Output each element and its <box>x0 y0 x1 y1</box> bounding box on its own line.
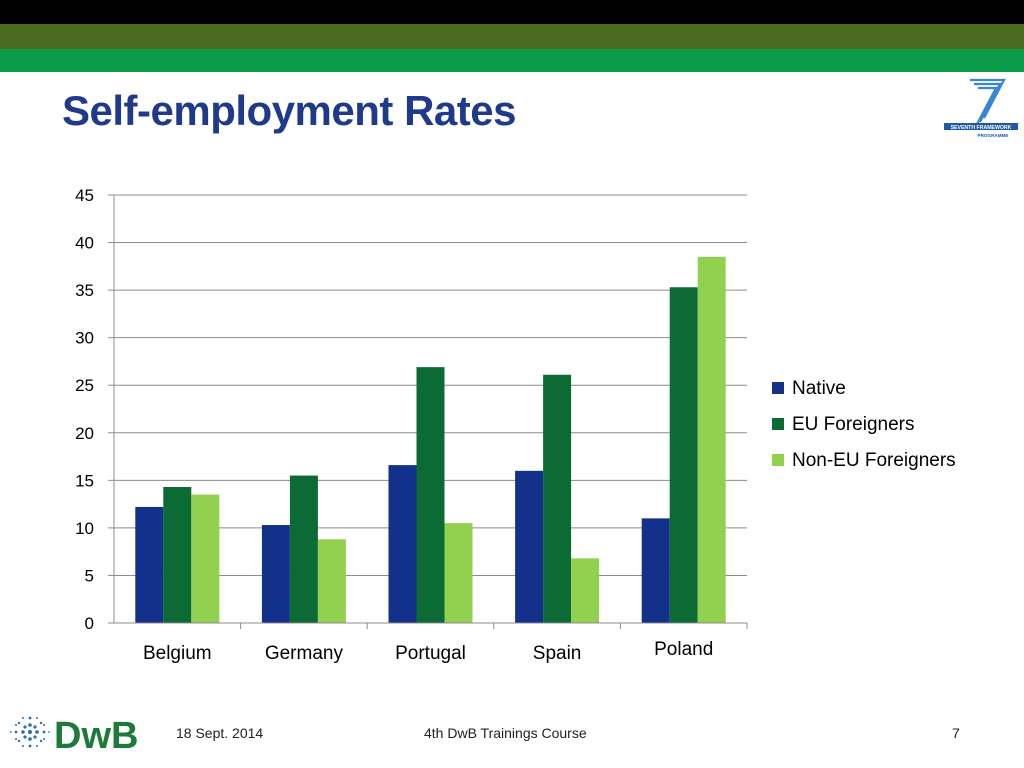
bar-belgium-non-eu-foreigners <box>191 494 220 623</box>
legend-label: Non-EU Foreigners <box>792 450 956 471</box>
legend: Native EU Foreigners Non-EU Foreigners <box>772 378 956 471</box>
bars <box>135 256 726 623</box>
bar-portugal-non-eu-foreigners <box>444 523 473 623</box>
bar-poland-native <box>641 518 670 623</box>
seventh-framework-programme-logo: SEVENTH FRAMEWORK PROGRAMME <box>944 78 1018 138</box>
legend-label: EU Foreigners <box>792 414 915 435</box>
y-tick-label: 0 <box>85 614 94 633</box>
top-band-olive <box>0 24 1024 49</box>
bar-spain-non-eu-foreigners <box>571 558 600 623</box>
y-tick-label: 40 <box>75 234 94 253</box>
x-category-label: Poland <box>654 639 713 660</box>
bar-spain-native <box>515 470 544 623</box>
footer-page-number: 7 <box>952 725 960 741</box>
bar-poland-non-eu-foreigners <box>697 256 726 623</box>
y-tick-label: 35 <box>75 281 94 300</box>
bar-portugal-eu-foreigners <box>416 367 445 623</box>
legend-label: Native <box>792 378 846 399</box>
bar-belgium-eu-foreigners <box>163 486 192 623</box>
svg-text:PROGRAMME: PROGRAMME <box>978 133 1009 138</box>
axes: 0 5 10 15 20 25 30 35 40 45 Belgium Germany Portugal… <box>75 186 748 664</box>
legend-swatch <box>772 454 784 466</box>
bar-germany-eu-foreigners <box>289 475 318 623</box>
bar-chart: 0 5 10 15 20 25 30 35 40 45 Belgium Germany Portugal… <box>75 186 956 664</box>
y-tick-label: 10 <box>75 519 94 538</box>
y-tick-label: 15 <box>75 471 94 490</box>
bar-portugal-native <box>388 465 417 623</box>
legend-swatch <box>772 418 784 430</box>
svg-text:SEVENTH FRAMEWORK: SEVENTH FRAMEWORK <box>951 125 1012 131</box>
slide-title: Self-employment Rates <box>62 87 516 134</box>
y-tick-label: 20 <box>75 424 94 443</box>
x-category-label: Spain <box>533 643 582 664</box>
x-category-label: Portugal <box>395 643 466 664</box>
footer-date: 18 Sept. 2014 <box>176 725 264 741</box>
y-tick-label: 45 <box>75 186 94 205</box>
x-category-label: Belgium <box>143 643 212 664</box>
top-band-green <box>0 49 1024 72</box>
bar-germany-non-eu-foreigners <box>317 539 346 623</box>
svg-text:DwB: DwB <box>54 715 138 756</box>
top-band-black <box>0 0 1024 24</box>
bar-germany-native <box>261 525 290 623</box>
bar-belgium-native <box>135 506 164 623</box>
footer-course-title: 4th DwB Trainings Course <box>424 725 587 741</box>
bar-poland-eu-foreigners <box>669 287 698 623</box>
y-tick-label: 5 <box>85 566 94 585</box>
y-tick-label: 25 <box>75 376 94 395</box>
dwb-logo: DwB <box>10 715 138 756</box>
y-tick-label: 30 <box>75 329 94 348</box>
bar-spain-eu-foreigners <box>543 374 572 623</box>
x-category-label: Germany <box>265 643 344 664</box>
legend-swatch <box>772 382 784 394</box>
